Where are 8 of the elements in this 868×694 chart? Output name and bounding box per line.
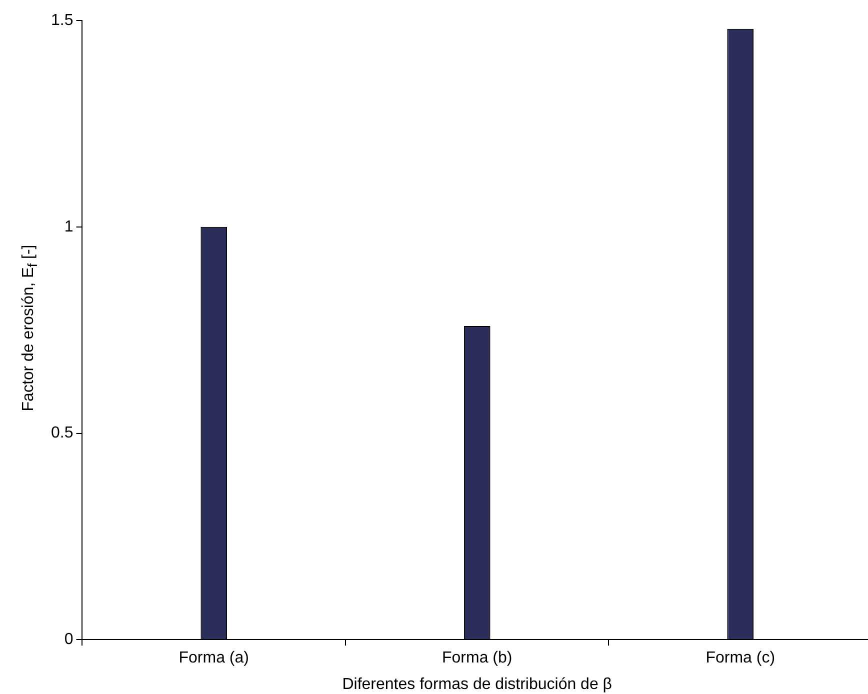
y-tick-label: 0 — [64, 631, 74, 648]
x-axis-title: Diferentes formas de distribución de β — [342, 676, 612, 693]
y-tick-label: 1 — [64, 218, 74, 236]
x-tick-label: Forma (a) — [178, 650, 249, 667]
y-tick-label: 1.5 — [50, 12, 74, 30]
y-tick-label: 0.5 — [50, 424, 74, 442]
x-tick-label: Forma (b) — [442, 650, 512, 667]
x-tick-label: Forma (c) — [706, 650, 776, 667]
